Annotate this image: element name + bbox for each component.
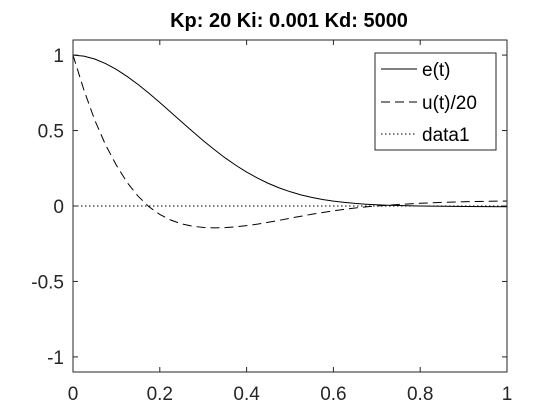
x-tick-label: 0.4 [233, 384, 260, 405]
legend-label-data1: data1 [422, 125, 470, 146]
y-tick-label: -1 [47, 348, 64, 369]
chart-title: Kp: 20 Ki: 0.001 Kd: 5000 [170, 10, 408, 32]
x-tick-label: 0 [68, 384, 79, 405]
x-tick-label: 0.6 [320, 384, 346, 405]
x-tick-label: 1 [502, 384, 513, 405]
ticks-layer: 0 0.2 0.4 0.6 0.8 1 -1 -0.5 0 0.5 1 [31, 40, 512, 405]
y-tick-label: 0 [53, 197, 64, 218]
x-tick-label: 0.2 [147, 384, 173, 405]
x-tick-label: 0.8 [407, 384, 433, 405]
legend-label-e: e(t) [422, 60, 451, 81]
series-line-0 [72, 54, 508, 208]
legend: e(t) u(t)/20 data1 [374, 52, 497, 151]
y-tick-label: 1 [53, 46, 64, 67]
series-layer [72, 54, 508, 229]
legend-label-u: u(t)/20 [422, 93, 477, 114]
y-tick-label: -0.5 [31, 272, 64, 293]
y-tick-label: 0.5 [38, 122, 64, 143]
